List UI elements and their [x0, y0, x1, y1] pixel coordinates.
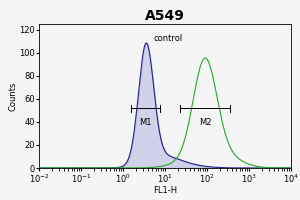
- X-axis label: FL1-H: FL1-H: [153, 186, 177, 195]
- Title: A549: A549: [145, 9, 185, 23]
- Y-axis label: Counts: Counts: [9, 81, 18, 111]
- Text: control: control: [153, 34, 182, 43]
- Text: M1: M1: [139, 118, 152, 127]
- Text: M2: M2: [199, 118, 211, 127]
